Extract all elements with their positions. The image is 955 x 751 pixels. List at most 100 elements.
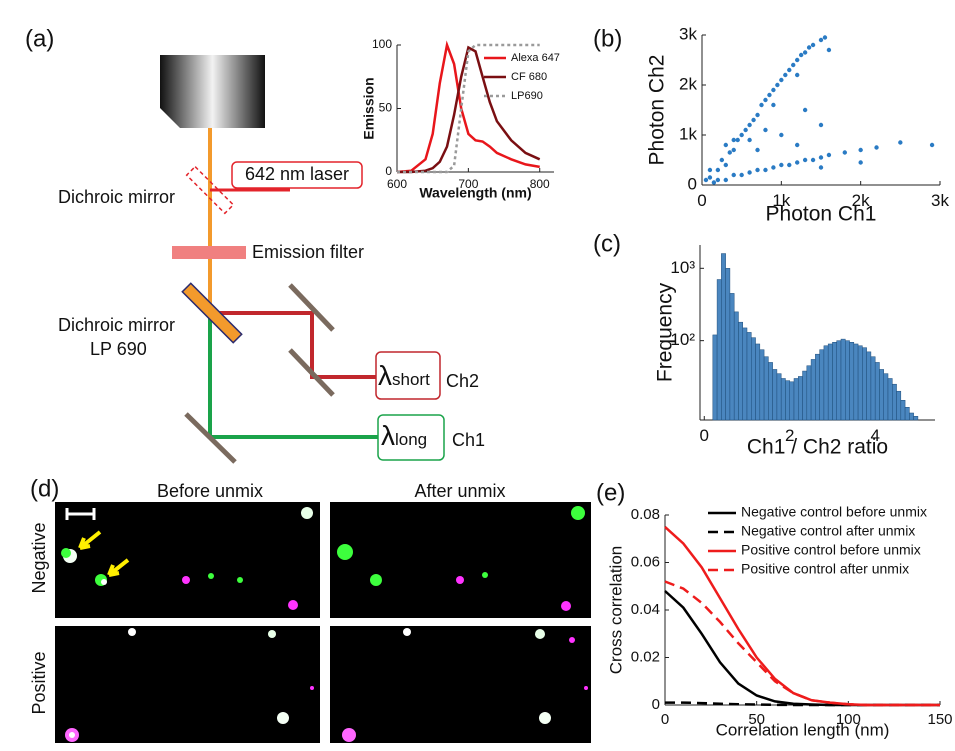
scatter-point <box>818 37 824 43</box>
histogram-bar <box>853 343 859 421</box>
dichroic-lp690 <box>181 282 243 344</box>
histogram-bar <box>806 365 812 421</box>
scatter-point <box>802 107 808 113</box>
lambda: λ <box>378 360 392 391</box>
histogram-bar <box>729 293 735 421</box>
histogram-bar <box>772 369 778 421</box>
scatter-point <box>874 145 879 150</box>
x-tick-label: 0 <box>697 191 706 210</box>
x-tick-label: 2k <box>852 191 870 210</box>
legend-label: Negative control before unmix <box>741 504 927 520</box>
x-tick-label: 0 <box>700 426 709 445</box>
series-line <box>397 43 540 174</box>
x-axis-label: Photon Ch1 <box>766 203 877 226</box>
optical-diagram: 642 nm laser Dichroic mirror Emission fi… <box>58 55 485 464</box>
y-tick-label: 0 <box>385 164 392 178</box>
y-tick-label: 1k <box>679 124 697 143</box>
histogram-bar <box>742 327 748 421</box>
series-line <box>396 40 540 174</box>
y-tick-label: 2k <box>679 74 697 93</box>
y-axis-label: Frequency <box>654 282 677 382</box>
scatter-point <box>707 175 713 180</box>
histogram-bar <box>849 342 855 421</box>
legend-label: LP690 <box>511 90 543 102</box>
scatter-point <box>810 157 816 163</box>
histogram-bar <box>836 340 842 421</box>
histogram-bar <box>746 332 752 421</box>
scatter-point <box>787 67 792 73</box>
y-tick-label: 0.02 <box>631 648 660 665</box>
x-tick-label: 3k <box>931 191 949 210</box>
scatter-point <box>735 137 740 143</box>
scatter-point <box>771 165 776 170</box>
scatter-point <box>771 87 776 93</box>
histogram-bar <box>819 349 825 421</box>
histogram-bar <box>883 373 889 421</box>
arrow <box>107 558 130 577</box>
dichroic-label: LP 690 <box>90 339 147 359</box>
dichroic-label: Dichroic mirror <box>58 315 175 335</box>
lambda: λ <box>381 420 395 451</box>
scatter-point <box>731 147 736 153</box>
lambda-sub: short <box>392 370 430 389</box>
scatter-point <box>751 117 756 123</box>
y-tick-label: 0 <box>688 174 697 193</box>
scatter-point <box>787 162 792 168</box>
scatter-point <box>723 162 728 168</box>
histogram-bar <box>789 381 795 421</box>
histogram-bar <box>892 383 897 421</box>
detector-box <box>375 351 441 400</box>
channel-label: Ch1 <box>452 430 485 450</box>
scale-bar <box>65 508 96 520</box>
scatter-point <box>763 167 768 173</box>
histogram-bar <box>733 311 739 421</box>
mirror <box>288 283 335 332</box>
lambda-sub: long <box>395 430 427 449</box>
scatter-point <box>727 150 732 155</box>
histogram-bar <box>870 356 876 421</box>
scatter-point <box>826 47 832 53</box>
micrograph <box>330 626 591 743</box>
scatter-point <box>739 132 744 138</box>
histogram-bar <box>900 400 906 421</box>
x-axis-label: Ch1 / Ch2 ratio <box>747 436 888 459</box>
scatter-point <box>723 142 728 148</box>
panel-label: (a) <box>25 25 54 52</box>
scatter-point <box>715 167 721 173</box>
histogram-bar <box>776 373 782 421</box>
scatter-point <box>795 57 800 63</box>
histogram-bar <box>810 359 816 421</box>
column-title: After unmix <box>414 481 505 501</box>
spots <box>61 506 588 742</box>
histogram-bar <box>823 345 829 421</box>
laser-box <box>231 161 363 189</box>
detector-box <box>377 414 445 461</box>
histogram-bar <box>904 407 910 421</box>
scatter-point <box>775 82 780 88</box>
scatter-point <box>802 157 808 163</box>
row-title: Positive <box>29 651 49 714</box>
scatter-point <box>739 172 744 178</box>
histogram-bar <box>780 378 786 421</box>
scatter-point <box>755 147 760 153</box>
legend-label: Negative control after unmix <box>741 523 915 539</box>
y-tick-label: 0.08 <box>631 506 660 523</box>
y-tick-label: 100 <box>372 37 392 51</box>
scatter-point <box>858 160 863 165</box>
scatter-point <box>743 127 748 133</box>
x-tick-label: 1k <box>772 191 790 210</box>
x-tick-label: 100 <box>836 711 861 728</box>
x-tick-label: 600 <box>387 177 407 191</box>
panel-label: (c) <box>593 230 621 257</box>
histogram-bar <box>909 412 914 421</box>
y-tick-label: 10³ <box>670 258 695 277</box>
histogram-bar <box>840 338 846 421</box>
histogram-bar <box>815 353 820 421</box>
detector-label: λshort <box>378 360 430 391</box>
series-line <box>664 580 940 707</box>
objective <box>160 55 265 128</box>
histogram-bar <box>874 362 880 421</box>
histogram-bar <box>793 378 799 421</box>
scatter-point <box>707 167 713 173</box>
